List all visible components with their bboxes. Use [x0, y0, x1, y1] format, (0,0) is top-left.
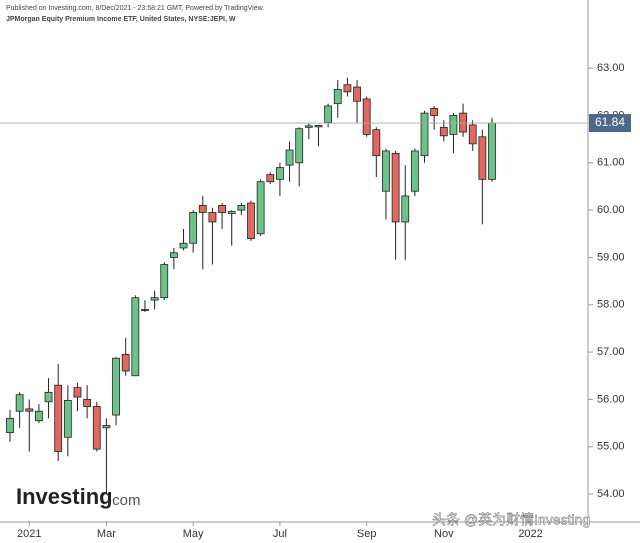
candle-body: [295, 128, 304, 164]
candle-body: [141, 309, 149, 311]
y-tick-label: 57.00: [597, 346, 625, 358]
last-price-box: [589, 114, 631, 133]
candle-body: [102, 425, 111, 429]
y-tick-label: 61.00: [597, 157, 625, 169]
candle-body: [218, 204, 226, 213]
candle-body: [179, 242, 188, 249]
candle-body: [237, 204, 246, 211]
candle-body: [439, 126, 448, 137]
candle-body: [6, 417, 14, 433]
candle-body: [420, 112, 429, 157]
credit: 头条 @英为财情Investing: [432, 512, 590, 528]
y-tick-label: 60.00: [597, 204, 625, 216]
candle-body: [391, 152, 400, 223]
candle-body: [131, 297, 140, 377]
last-price-label: 61.84: [595, 115, 625, 129]
candle-body: [430, 107, 439, 116]
y-tick-label: 56.00: [597, 393, 625, 405]
candle-body: [478, 136, 487, 180]
candle-body: [324, 105, 333, 123]
candle-body: [372, 129, 381, 157]
candle-body: [353, 86, 361, 102]
candle-body: [256, 181, 265, 235]
candle-body: [382, 150, 390, 192]
chart-title: JPMorgan Equity Premium Income ETF, Unit…: [6, 16, 236, 23]
candle-body: [35, 410, 43, 422]
candle-body: [160, 264, 169, 299]
header: Published on Investing.com, 8/Dec/2021 -…: [6, 5, 264, 12]
candle-body: [459, 112, 467, 133]
x-tick-label: Jul: [273, 528, 287, 540]
candle-body: [468, 124, 477, 145]
x-tick-label: 2022: [518, 528, 542, 540]
candle-body: [44, 391, 53, 403]
candle-body: [189, 212, 198, 244]
candle-body: [73, 387, 82, 398]
candle-body: [54, 384, 63, 452]
x-tick-label: May: [183, 528, 204, 540]
candle-body: [304, 125, 313, 128]
x-tick-label: 2021: [17, 528, 41, 540]
candle-body: [410, 150, 419, 192]
candle-body: [227, 211, 236, 214]
candle-body: [121, 354, 130, 372]
candle-body: [247, 202, 255, 239]
candle-body: [266, 174, 275, 183]
candle-body: [112, 357, 120, 416]
candle-body: [314, 125, 323, 128]
x-tick-label: Sep: [357, 528, 377, 540]
candle-body: [15, 394, 24, 412]
x-tick-label: Mar: [97, 528, 116, 540]
candle-body: [83, 399, 92, 407]
candle-body: [198, 204, 207, 213]
candle-body: [208, 212, 217, 223]
y-tick-label: 54.00: [597, 488, 625, 500]
candle-body: [92, 406, 101, 450]
y-tick-label: 55.00: [597, 441, 625, 453]
candle-body: [449, 115, 458, 135]
candle-body: [169, 252, 178, 258]
x-tick-label: Nov: [434, 528, 454, 540]
candle-body: [401, 195, 410, 223]
watermark: Investing: [16, 484, 113, 509]
candle-body: [63, 399, 72, 438]
candle-body: [285, 149, 294, 166]
candle-body: [343, 84, 352, 93]
candle-body: [25, 408, 34, 412]
candle-body: [276, 167, 284, 180]
watermark-domain: .com: [108, 492, 141, 509]
candle-body: [362, 98, 371, 135]
y-tick-label: 59.00: [597, 251, 625, 263]
candle-body: [150, 297, 159, 301]
candle-body: [488, 122, 496, 180]
candle-body: [333, 89, 342, 105]
y-tick-label: 58.00: [597, 299, 625, 311]
y-tick-label: 63.00: [597, 62, 625, 74]
